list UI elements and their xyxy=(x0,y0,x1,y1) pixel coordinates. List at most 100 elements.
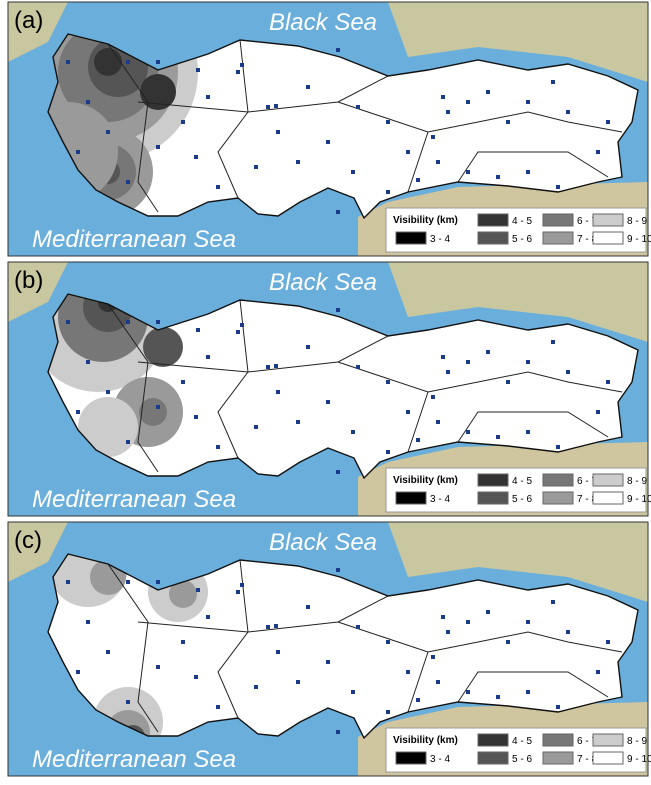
station xyxy=(326,140,330,144)
station xyxy=(606,380,610,384)
legend-label: 9 - 10 xyxy=(627,754,651,765)
station xyxy=(526,170,530,174)
station xyxy=(276,390,280,394)
station xyxy=(276,130,280,134)
map-panel: (c)Black SeaMediterranean SeaVisibility … xyxy=(8,522,651,776)
station xyxy=(406,150,410,154)
station xyxy=(126,180,130,184)
legend-label: 4 - 5 xyxy=(512,736,532,747)
station xyxy=(441,95,445,99)
legend-label: 3 - 4 xyxy=(430,494,450,505)
station xyxy=(556,185,560,189)
station xyxy=(254,425,258,429)
station xyxy=(126,440,130,444)
station xyxy=(431,395,435,399)
figure: (a)Black SeaMediterranean SeaVisibility … xyxy=(0,0,651,785)
station xyxy=(126,700,130,704)
station xyxy=(196,328,200,332)
station xyxy=(446,110,450,114)
station xyxy=(106,390,110,394)
station xyxy=(526,690,530,694)
station xyxy=(336,210,340,214)
station xyxy=(106,650,110,654)
station xyxy=(386,380,390,384)
station xyxy=(336,470,340,474)
station xyxy=(206,355,210,359)
legend-swatch xyxy=(478,752,508,764)
sea-label: Black Sea xyxy=(269,269,377,296)
legend-swatch xyxy=(543,734,573,746)
station xyxy=(266,625,270,629)
station xyxy=(181,640,185,644)
station xyxy=(194,675,198,679)
sea-label: Black Sea xyxy=(269,9,377,36)
station xyxy=(196,68,200,72)
legend-swatch xyxy=(543,214,573,226)
station xyxy=(466,620,470,624)
station xyxy=(566,370,570,374)
station xyxy=(336,48,340,52)
legend-swatch xyxy=(543,474,573,486)
panel-label: (a) xyxy=(14,7,43,34)
station xyxy=(306,605,310,609)
station xyxy=(356,105,360,109)
station xyxy=(551,340,555,344)
station xyxy=(126,320,130,324)
station xyxy=(416,178,420,182)
station xyxy=(106,130,110,134)
station xyxy=(276,650,280,654)
legend: Visibility (km)3 - 44 - 55 - 66 - 77 - 8… xyxy=(386,728,651,772)
station xyxy=(566,630,570,634)
legend-label: 5 - 6 xyxy=(512,494,532,505)
station xyxy=(566,110,570,114)
station xyxy=(466,170,470,174)
station xyxy=(196,588,200,592)
station xyxy=(336,308,340,312)
station xyxy=(596,150,600,154)
station xyxy=(446,370,450,374)
station xyxy=(406,670,410,674)
station xyxy=(431,655,435,659)
station xyxy=(274,364,278,368)
station xyxy=(436,420,440,424)
station xyxy=(496,175,500,179)
legend-label: 5 - 6 xyxy=(512,754,532,765)
station xyxy=(216,445,220,449)
station xyxy=(266,365,270,369)
legend-swatch xyxy=(593,492,623,504)
contour xyxy=(94,48,122,76)
legend-swatch xyxy=(478,214,508,226)
legend: Visibility (km)3 - 44 - 55 - 66 - 77 - 8… xyxy=(386,468,651,512)
station xyxy=(66,320,70,324)
station xyxy=(206,615,210,619)
station xyxy=(551,80,555,84)
legend-swatch xyxy=(593,752,623,764)
panel-label: (b) xyxy=(14,267,43,294)
legend-swatch xyxy=(396,492,426,504)
station xyxy=(526,100,530,104)
legend-label: 4 - 5 xyxy=(512,216,532,227)
station xyxy=(556,445,560,449)
legend-swatch xyxy=(478,232,508,244)
station xyxy=(240,63,244,67)
station xyxy=(266,105,270,109)
legend-title: Visibility (km) xyxy=(393,735,458,746)
legend-title: Visibility (km) xyxy=(393,215,458,226)
station xyxy=(126,580,130,584)
station xyxy=(254,165,258,169)
legend-swatch xyxy=(593,474,623,486)
station xyxy=(306,85,310,89)
station xyxy=(194,155,198,159)
station xyxy=(486,610,490,614)
legend-label: 5 - 6 xyxy=(512,234,532,245)
map-panel: (a)Black SeaMediterranean SeaVisibility … xyxy=(8,0,651,256)
station xyxy=(156,405,160,409)
station xyxy=(336,730,340,734)
legend-swatch xyxy=(593,734,623,746)
station xyxy=(556,705,560,709)
contour xyxy=(143,327,183,367)
legend-swatch xyxy=(593,232,623,244)
station xyxy=(326,400,330,404)
station xyxy=(336,568,340,572)
legend-label: 8 - 9 xyxy=(627,476,647,487)
